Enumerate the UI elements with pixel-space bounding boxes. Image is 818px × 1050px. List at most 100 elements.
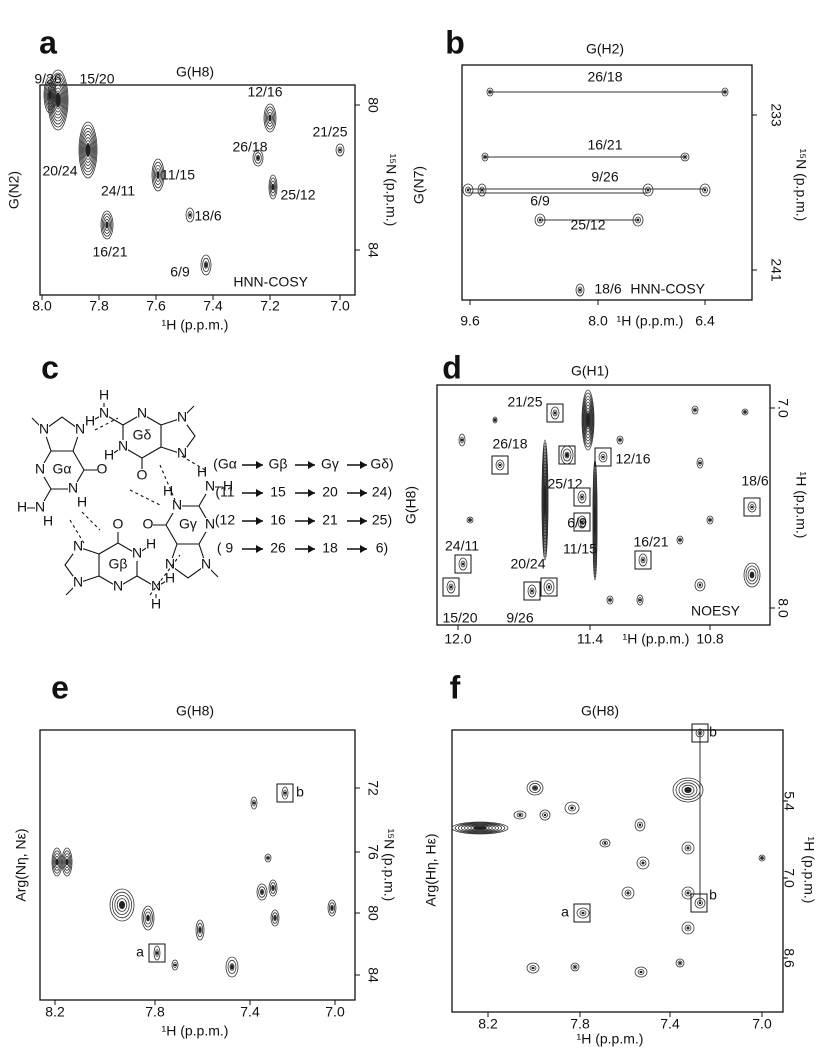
atom-bg	[165, 572, 175, 586]
peak-label: 9/26	[591, 169, 618, 185]
arrow-head	[308, 489, 315, 497]
contour	[46, 85, 54, 105]
atom-label: N	[132, 545, 142, 561]
x-tick-label: 7.4	[203, 298, 223, 314]
contour	[200, 254, 212, 276]
contour	[116, 898, 128, 912]
peak	[43, 76, 57, 114]
contour	[526, 962, 540, 974]
contour	[202, 257, 210, 273]
contour	[697, 900, 703, 906]
peak	[263, 103, 277, 133]
contour	[460, 823, 500, 833]
contour	[632, 213, 644, 227]
contour	[621, 886, 635, 900]
peak	[550, 406, 560, 420]
peak	[616, 435, 624, 445]
contour	[697, 581, 703, 589]
arrow-head	[256, 489, 263, 497]
atom-bg	[17, 501, 27, 515]
contour	[550, 406, 560, 420]
peak	[691, 405, 699, 415]
atom-label: N	[118, 438, 128, 454]
contour	[537, 216, 543, 224]
contour	[635, 216, 641, 224]
arrow-head	[256, 545, 263, 553]
contour	[82, 134, 94, 166]
contour	[264, 106, 276, 130]
contour	[676, 535, 684, 545]
contour	[51, 81, 65, 119]
contour	[645, 186, 651, 194]
contour	[534, 213, 546, 227]
contour-core	[641, 558, 645, 562]
contour-core	[48, 90, 52, 100]
contour	[185, 207, 195, 223]
contour	[266, 855, 270, 861]
atom-label: H	[223, 478, 233, 494]
contour	[465, 186, 471, 194]
contour	[171, 959, 179, 971]
peak	[721, 87, 729, 97]
contour	[446, 580, 456, 594]
contour	[638, 553, 648, 567]
contour	[634, 966, 648, 978]
peak	[527, 584, 537, 598]
contour	[602, 840, 608, 846]
contour	[79, 124, 97, 176]
contour	[579, 518, 585, 526]
contour	[259, 888, 265, 896]
peak-label: 12/16	[615, 451, 650, 467]
y2-tick-label: 80	[365, 97, 381, 113]
contour	[80, 127, 96, 173]
contour-core	[468, 518, 472, 522]
contour	[268, 174, 278, 200]
panel-letter: c	[41, 349, 59, 385]
x-tick-label: 9.6	[460, 313, 480, 329]
y2-tick-label: 241	[768, 258, 784, 282]
contour	[608, 597, 612, 603]
contour-core	[530, 589, 534, 593]
contour-core	[533, 786, 537, 790]
peak	[598, 451, 608, 463]
contour	[488, 89, 492, 95]
contour	[153, 164, 162, 185]
x-tick-label: 8.0	[32, 298, 52, 314]
contour	[281, 786, 289, 800]
contour	[155, 168, 161, 182]
atom-bg	[35, 501, 45, 515]
contour-core	[538, 218, 542, 222]
peak-label: 18/6	[194, 208, 221, 224]
peak	[599, 838, 611, 848]
contour	[264, 853, 272, 863]
contour	[101, 213, 113, 237]
atom-label: N	[205, 478, 215, 494]
contour-core	[698, 901, 702, 905]
label-box	[491, 455, 509, 475]
peak	[642, 183, 654, 197]
contour-core	[547, 585, 551, 589]
contour-core	[266, 856, 270, 860]
peak	[575, 283, 585, 297]
contour	[225, 956, 239, 978]
contour-core	[743, 410, 747, 414]
contour-core	[698, 461, 702, 465]
contour	[721, 87, 729, 97]
contour-core	[55, 858, 59, 866]
contour	[682, 154, 688, 160]
peak	[621, 886, 635, 900]
atom-bg	[39, 423, 49, 437]
x-tick-label: 7.0	[330, 298, 350, 314]
contour	[254, 152, 262, 164]
pathway-text: Gβ	[269, 456, 288, 472]
contour-core	[256, 156, 260, 160]
hydrogen-bond	[94, 417, 119, 431]
contour	[269, 177, 277, 197]
contour	[513, 810, 527, 820]
contour-core	[603, 841, 607, 845]
contour	[546, 583, 552, 591]
contour-core	[641, 861, 645, 865]
contour-core	[466, 188, 470, 192]
contour	[585, 410, 591, 430]
peak	[141, 905, 155, 931]
